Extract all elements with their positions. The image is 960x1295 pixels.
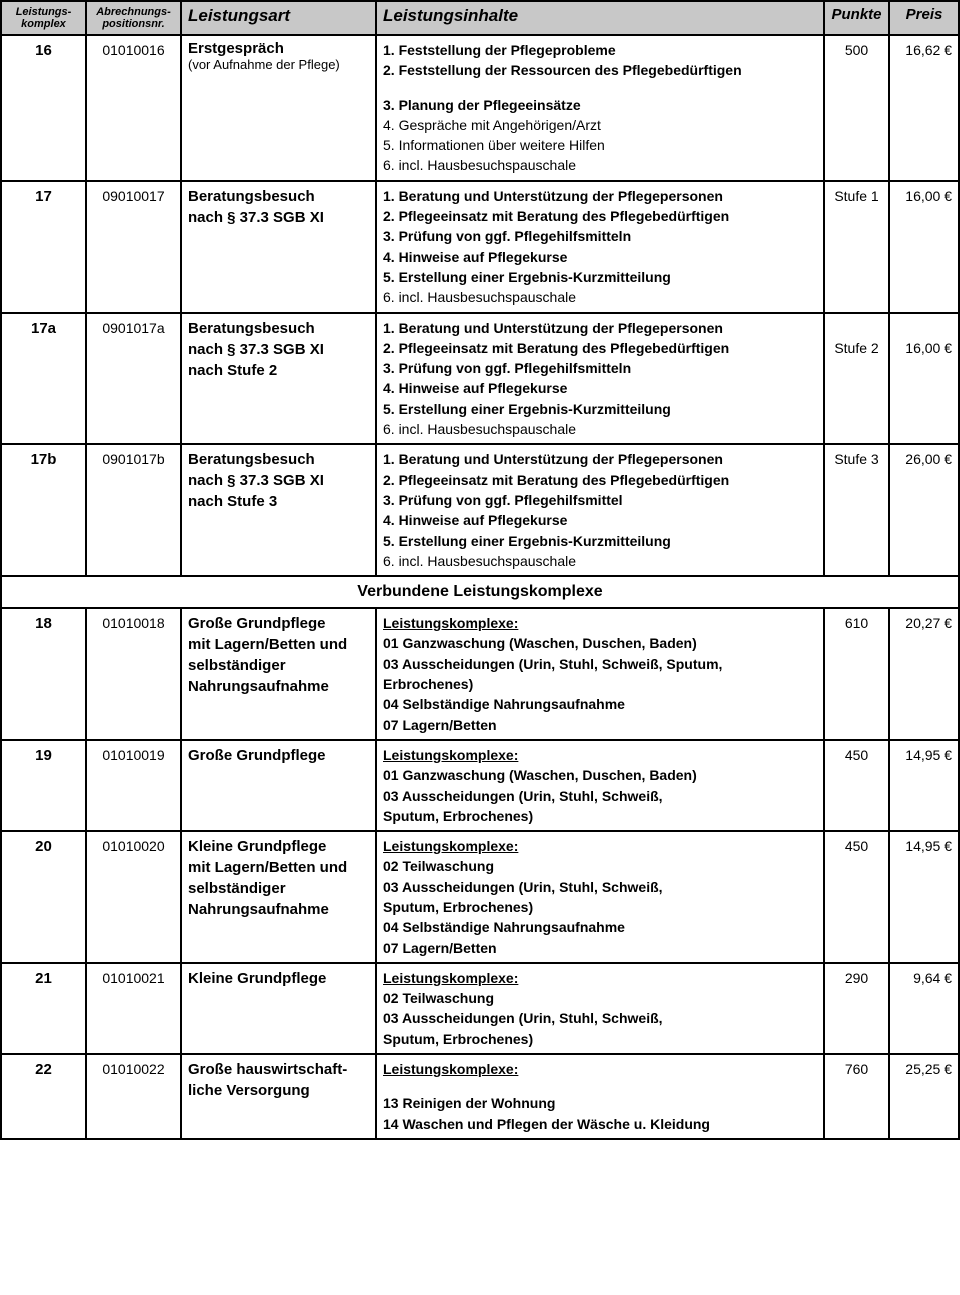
cell-punkte: Stufe 2 bbox=[824, 313, 889, 445]
cell-positionsnr: 01010021 bbox=[86, 963, 181, 1054]
table-row: 1601010016Erstgespräch(vor Aufnahme der … bbox=[1, 35, 959, 181]
section-title: Verbundene Leistungskomplexe bbox=[1, 576, 959, 608]
cell-positionsnr: 01010020 bbox=[86, 831, 181, 963]
cell-leistungsart: Kleine Grundpflegemit Lagern/Betten unds… bbox=[181, 831, 376, 963]
col-header-preis: Preis bbox=[889, 1, 959, 35]
cell-leistungsart: Große Grundpflege bbox=[181, 740, 376, 831]
cell-leistungsart: Große hauswirtschaft-liche Versorgung bbox=[181, 1054, 376, 1139]
cell-leistungsinhalte: 1. Feststellung der Pflegeprobleme2. Fes… bbox=[376, 35, 824, 181]
cell-leistungsinhalte: 1. Beratung und Unterstützung der Pflege… bbox=[376, 181, 824, 313]
table-row: 17b0901017bBeratungsbesuchnach § 37.3 SG… bbox=[1, 444, 959, 576]
cell-positionsnr: 01010018 bbox=[86, 608, 181, 740]
col-header-inhalt: Leistungsinhalte bbox=[376, 1, 824, 35]
cell-leistungsinhalte: Leistungskomplexe:02 Teilwaschung03 Auss… bbox=[376, 963, 824, 1054]
table-row: 17a0901017aBeratungsbesuchnach § 37.3 SG… bbox=[1, 313, 959, 445]
cell-leistungsart: Beratungsbesuchnach § 37.3 SGB XI bbox=[181, 181, 376, 313]
cell-leistungsinhalte: Leistungskomplexe:13 Reinigen der Wohnun… bbox=[376, 1054, 824, 1139]
col-header-punkte: Punkte bbox=[824, 1, 889, 35]
col-header-art: Leistungsart bbox=[181, 1, 376, 35]
cell-positionsnr: 09010017 bbox=[86, 181, 181, 313]
cell-komplex: 17a bbox=[1, 313, 86, 445]
cell-komplex: 22 bbox=[1, 1054, 86, 1139]
cell-positionsnr: 0901017b bbox=[86, 444, 181, 576]
cell-leistungsinhalte: Leistungskomplexe:01 Ganzwaschung (Wasch… bbox=[376, 608, 824, 740]
cell-positionsnr: 0901017a bbox=[86, 313, 181, 445]
cell-leistungsart: Beratungsbesuchnach § 37.3 SGB XInach St… bbox=[181, 444, 376, 576]
table-row: 2201010022Große hauswirtschaft-liche Ver… bbox=[1, 1054, 959, 1139]
table-row: 1801010018Große Grundpflegemit Lagern/Be… bbox=[1, 608, 959, 740]
cell-preis: 20,27 € bbox=[889, 608, 959, 740]
cell-komplex: 17 bbox=[1, 181, 86, 313]
cell-preis: 14,95 € bbox=[889, 831, 959, 963]
col-header-komplex: Leistungs-komplex bbox=[1, 1, 86, 35]
cell-preis: 14,95 € bbox=[889, 740, 959, 831]
leistungen-table: Leistungs-komplexAbrechnungs-positionsnr… bbox=[0, 0, 960, 1140]
cell-preis: 16,00 € bbox=[889, 313, 959, 445]
table-row: 2101010021Kleine GrundpflegeLeistungskom… bbox=[1, 963, 959, 1054]
cell-leistungsinhalte: 1. Beratung und Unterstützung der Pflege… bbox=[376, 444, 824, 576]
cell-punkte: Stufe 1 bbox=[824, 181, 889, 313]
cell-leistungsart: Beratungsbesuchnach § 37.3 SGB XInach St… bbox=[181, 313, 376, 445]
cell-punkte: 610 bbox=[824, 608, 889, 740]
cell-punkte: 450 bbox=[824, 740, 889, 831]
cell-komplex: 21 bbox=[1, 963, 86, 1054]
cell-preis: 16,62 € bbox=[889, 35, 959, 181]
cell-punkte: 760 bbox=[824, 1054, 889, 1139]
table-header-row: Leistungs-komplexAbrechnungs-positionsnr… bbox=[1, 1, 959, 35]
cell-leistungsinhalte: 1. Beratung und Unterstützung der Pflege… bbox=[376, 313, 824, 445]
cell-leistungsart: Kleine Grundpflege bbox=[181, 963, 376, 1054]
col-header-pos: Abrechnungs-positionsnr. bbox=[86, 1, 181, 35]
table-row: 1901010019Große GrundpflegeLeistungskomp… bbox=[1, 740, 959, 831]
cell-punkte: 290 bbox=[824, 963, 889, 1054]
cell-positionsnr: 01010019 bbox=[86, 740, 181, 831]
cell-punkte: 450 bbox=[824, 831, 889, 963]
cell-komplex: 18 bbox=[1, 608, 86, 740]
cell-komplex: 16 bbox=[1, 35, 86, 181]
cell-leistungsart: Erstgespräch(vor Aufnahme der Pflege) bbox=[181, 35, 376, 181]
cell-punkte: Stufe 3 bbox=[824, 444, 889, 576]
cell-komplex: 20 bbox=[1, 831, 86, 963]
cell-preis: 26,00 € bbox=[889, 444, 959, 576]
cell-preis: 25,25 € bbox=[889, 1054, 959, 1139]
cell-leistungsinhalte: Leistungskomplexe:02 Teilwaschung03 Auss… bbox=[376, 831, 824, 963]
cell-positionsnr: 01010022 bbox=[86, 1054, 181, 1139]
table-row: 1709010017Beratungsbesuchnach § 37.3 SGB… bbox=[1, 181, 959, 313]
cell-punkte: 500 bbox=[824, 35, 889, 181]
cell-leistungsinhalte: Leistungskomplexe:01 Ganzwaschung (Wasch… bbox=[376, 740, 824, 831]
section-header-row: Verbundene Leistungskomplexe bbox=[1, 576, 959, 608]
cell-preis: 9,64 € bbox=[889, 963, 959, 1054]
cell-preis: 16,00 € bbox=[889, 181, 959, 313]
table-row: 2001010020Kleine Grundpflegemit Lagern/B… bbox=[1, 831, 959, 963]
cell-komplex: 17b bbox=[1, 444, 86, 576]
cell-positionsnr: 01010016 bbox=[86, 35, 181, 181]
cell-leistungsart: Große Grundpflegemit Lagern/Betten undse… bbox=[181, 608, 376, 740]
cell-komplex: 19 bbox=[1, 740, 86, 831]
